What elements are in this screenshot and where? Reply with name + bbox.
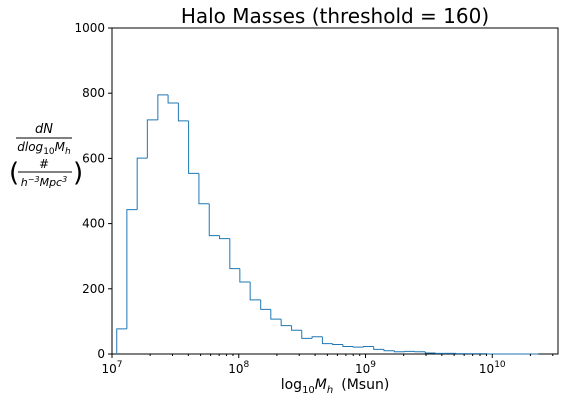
x-axis-ticks: 107 108 109 1010 — [101, 354, 554, 376]
histogram-bin — [321, 336, 333, 345]
histogram-bin — [301, 330, 313, 339]
y-tick-label: 800 — [82, 86, 105, 100]
x-tick-label: 108 — [228, 360, 249, 376]
histogram-bin — [126, 209, 138, 329]
x-axis-label: log10Mh (Msun) — [281, 377, 390, 396]
chart-title: Halo Masses (threshold = 160) — [181, 4, 489, 28]
histogram-bin — [188, 120, 199, 174]
histogram-bin — [311, 336, 323, 339]
x-tick-label: 1010 — [479, 360, 506, 376]
histogram-bin — [136, 157, 148, 210]
x-tick-label: 107 — [101, 360, 122, 376]
y-tick-label: 400 — [82, 217, 105, 231]
y-axis-ticks: 0 200 400 600 800 1000 — [74, 21, 112, 361]
histogram-bin — [280, 319, 292, 327]
y-tick-label: 1000 — [74, 21, 105, 35]
histogram-bin — [260, 299, 271, 310]
histogram-bin — [177, 102, 189, 122]
ylabel-left-paren: ( — [9, 158, 19, 188]
histogram-bin — [383, 349, 395, 352]
histogram-bin — [352, 346, 364, 348]
histogram-bin — [291, 325, 302, 331]
ylabel-units-denominator: h−3Mpc3 — [21, 175, 67, 189]
histogram-bin — [332, 343, 343, 346]
histogram-bin — [373, 346, 385, 350]
histogram-bin — [393, 350, 405, 353]
histogram-bars — [116, 94, 539, 355]
ylabel-units-numerator: # — [39, 157, 49, 171]
histogram-bin — [424, 351, 436, 354]
histogram-bin — [116, 328, 127, 354]
ylabel-right-paren: ) — [73, 158, 83, 188]
histogram-bin — [239, 268, 251, 283]
x-tick-label: 109 — [355, 360, 376, 376]
y-axis-label: dN dlog10Mh ( # h−3Mpc3 ) — [9, 122, 83, 189]
histogram-bin — [362, 346, 374, 348]
histogram-bin — [342, 344, 354, 348]
histogram-bin — [270, 309, 282, 320]
histogram-bin — [198, 173, 210, 205]
histogram-bin — [146, 119, 158, 159]
ylabel-numerator: dN — [35, 122, 53, 137]
histogram-bin — [167, 94, 179, 104]
y-tick-label: 600 — [82, 151, 105, 165]
histogram-bin — [157, 94, 169, 120]
y-tick-label: 200 — [82, 282, 105, 296]
ylabel-denominator: dlog10Mh — [17, 140, 71, 157]
histogram-bin — [229, 238, 240, 270]
y-tick-label: 0 — [97, 347, 105, 361]
histogram-bin — [249, 281, 261, 301]
plot-frame — [111, 27, 559, 355]
histogram-bin — [219, 235, 230, 240]
histogram-bin — [208, 203, 220, 237]
